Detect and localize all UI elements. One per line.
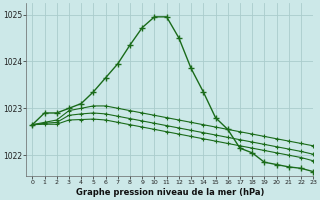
X-axis label: Graphe pression niveau de la mer (hPa): Graphe pression niveau de la mer (hPa) — [76, 188, 264, 197]
